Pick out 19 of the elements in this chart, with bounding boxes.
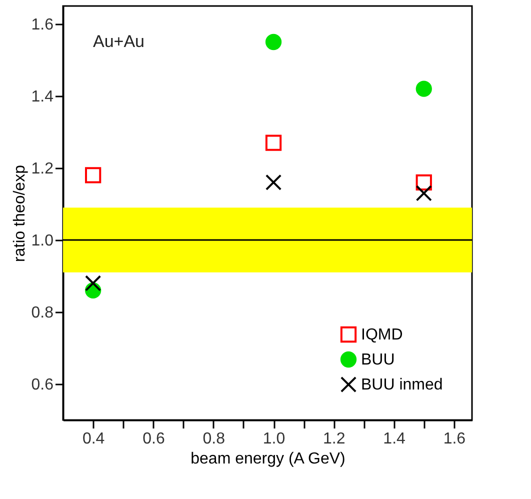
x-tick-label: 0.4 xyxy=(82,430,105,448)
x-tick-label: 1.2 xyxy=(323,430,346,448)
y-tick-label: 0.6 xyxy=(31,376,54,394)
legend-label: IQMD xyxy=(361,326,403,344)
x-axis-title: beam energy (A GeV) xyxy=(190,450,346,468)
x-tick-label: 1.0 xyxy=(262,430,286,448)
y-tick-label: 1.6 xyxy=(31,16,54,34)
y-tick-label: 1.2 xyxy=(31,160,54,178)
x-tick-label: 1.6 xyxy=(443,430,466,448)
legend-label: BUU inmed xyxy=(361,376,443,394)
annotation: Au+Au xyxy=(93,32,145,51)
x-tick-label: 1.4 xyxy=(383,430,406,448)
y-tick-label: 0.8 xyxy=(31,304,54,322)
y-axis-title: ratio theo/exp xyxy=(11,164,28,262)
legend-label: BUU xyxy=(361,352,395,368)
y-tick-label: 1.4 xyxy=(31,88,54,106)
y-tick-label: 1.0 xyxy=(31,232,54,250)
x-tick-label: 0.6 xyxy=(142,430,165,448)
x-tick-label: 0.8 xyxy=(202,430,226,448)
